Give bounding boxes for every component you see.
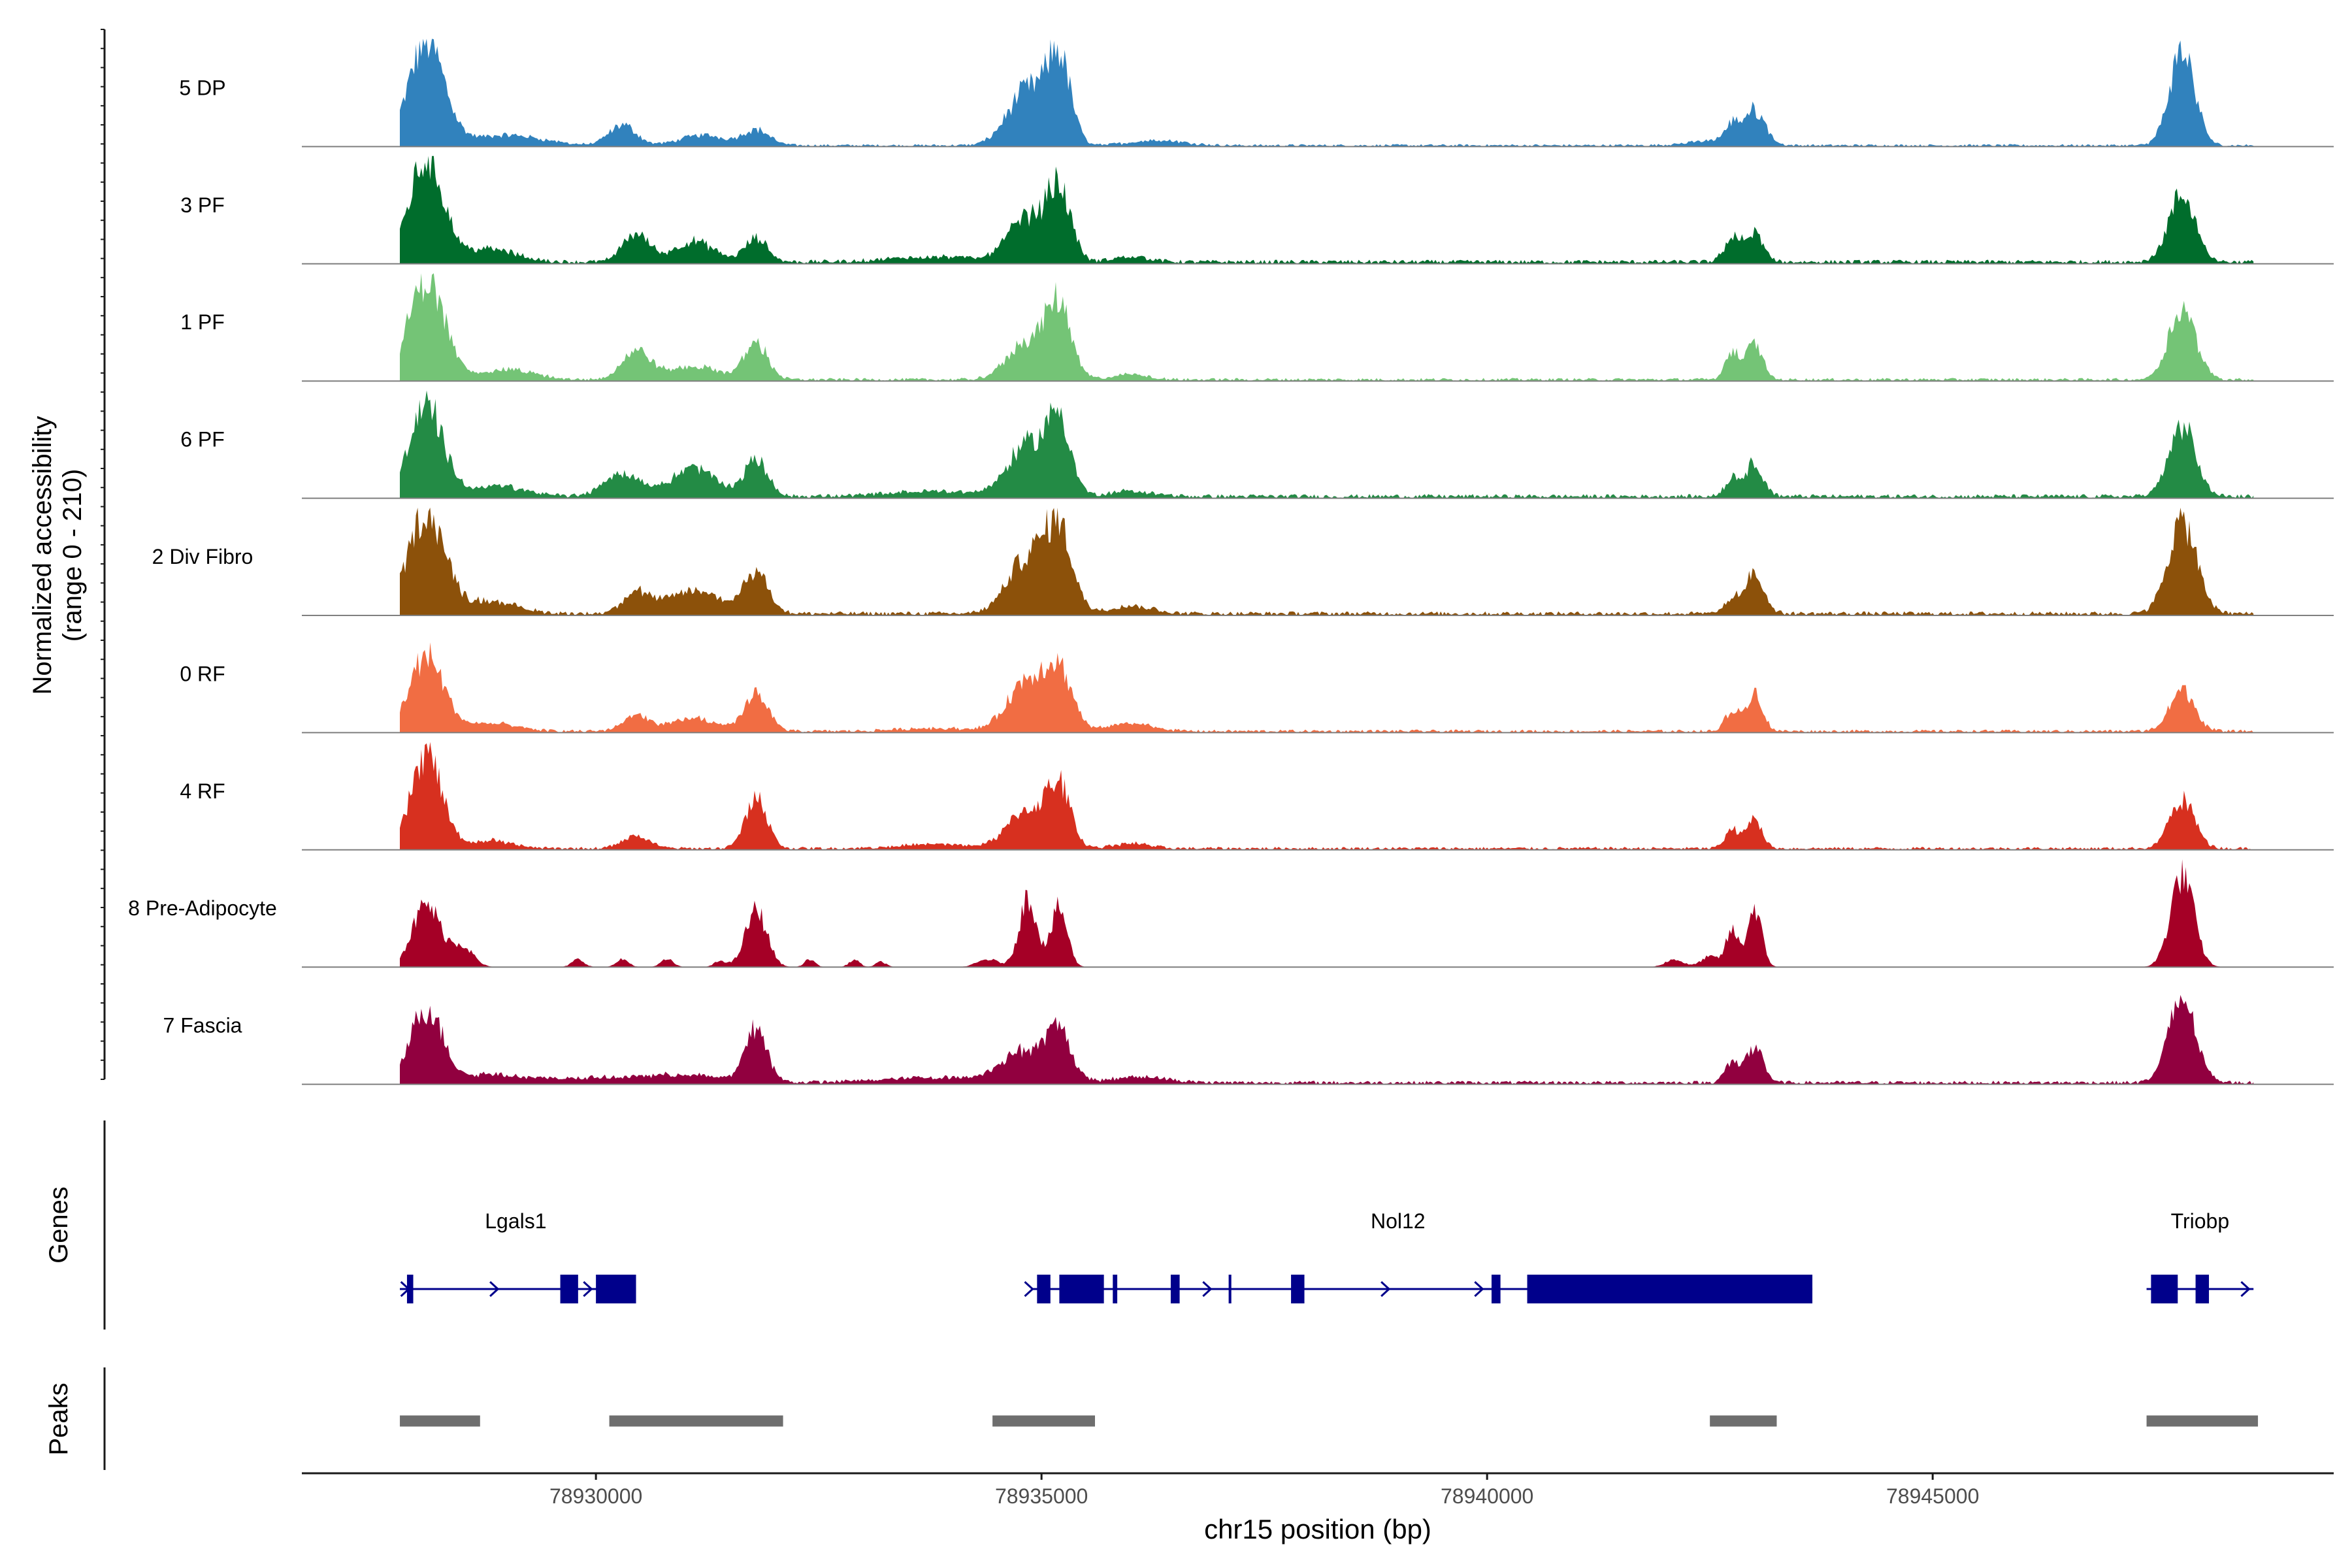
- gene-exon: [560, 1275, 578, 1303]
- gene-exon: [1059, 1275, 1104, 1303]
- peaks-track-label: Peaks: [44, 1382, 73, 1455]
- track-label: 6 PF: [180, 428, 225, 451]
- genes-track-label: Genes: [44, 1186, 73, 1264]
- track-2-div-fibro: 2 Div Fibro: [152, 508, 2334, 616]
- peaks-track: Peaks: [44, 1367, 2259, 1470]
- track-5-dp: 5 DP: [179, 39, 2334, 148]
- strand-arrow: [1024, 1281, 1034, 1298]
- strand-arrow: [400, 1281, 410, 1298]
- x-axis: 78930000 78935000 78940000 78945000 chr15 po…: [302, 1472, 2334, 1544]
- track-6-pf: 6 PF: [180, 390, 2334, 499]
- peak-region: [400, 1415, 480, 1427]
- gene-exon: [1037, 1275, 1051, 1303]
- strand-arrow: [1380, 1281, 1391, 1298]
- gene-exon: [1170, 1275, 1180, 1303]
- coverage-area: [400, 742, 2254, 850]
- coverage-area: [400, 39, 2254, 147]
- gene-label: Nol12: [1371, 1209, 1426, 1233]
- track-label: 4 RF: [180, 779, 225, 803]
- coverage-tracks: 5 DP 3 PF 1 PF 6 PF 2 Div Fibro 0 RF 4 RF 8 Pre…: [28, 29, 2334, 1085]
- peak-region: [992, 1415, 1095, 1427]
- track-label: 3 PF: [180, 193, 225, 217]
- track-8-pre-adipocyte: 8 Pre-Adipocyte: [128, 859, 2334, 968]
- track-0-rf: 0 RF: [180, 642, 2334, 734]
- strand-arrow: [1474, 1281, 1484, 1298]
- track-label: 5 DP: [179, 76, 225, 99]
- strand-arrow: [489, 1281, 500, 1298]
- track-label: 8 Pre-Adipocyte: [128, 896, 277, 920]
- coverage-area: [400, 994, 2254, 1085]
- track-label: 2 Div Fibro: [152, 545, 253, 568]
- gene-annotation-track: Genes Lgals1 Nol12 Triobp: [44, 1120, 2254, 1330]
- coverage-area: [400, 155, 2254, 264]
- gene-exon: [1527, 1275, 1813, 1303]
- peak-region: [1710, 1415, 1777, 1427]
- coverage-area: [400, 390, 2254, 498]
- gene-lgals1: Lgals1: [400, 1209, 636, 1303]
- gene-exon: [1113, 1275, 1118, 1303]
- gene-exon: [1491, 1275, 1501, 1303]
- y-axis-label: Normalized accessibility(range 0 - 210): [28, 416, 87, 695]
- strand-arrow: [2240, 1281, 2251, 1298]
- strand-arrow: [583, 1281, 593, 1298]
- gene-label: Triobp: [2171, 1209, 2230, 1233]
- strand-arrow: [1202, 1281, 1213, 1298]
- gene-exon: [2151, 1275, 2178, 1303]
- track-3-pf: 3 PF: [180, 155, 2334, 265]
- x-tick-label: 78945000: [1886, 1484, 1979, 1508]
- track-label: 1 PF: [180, 310, 225, 334]
- x-tick-label: 78935000: [995, 1484, 1088, 1508]
- peak-region: [609, 1415, 783, 1427]
- track-4-rf: 4 RF: [180, 742, 2334, 851]
- gene-exon: [2195, 1275, 2210, 1303]
- gene-exon: [596, 1275, 636, 1303]
- track-label: 7 Fascia: [163, 1014, 242, 1037]
- gene-exon: [1228, 1275, 1232, 1303]
- coverage-area: [400, 508, 2254, 615]
- x-axis-label: chr15 position (bp): [1204, 1514, 1431, 1544]
- track-7-fascia: 7 Fascia: [163, 994, 2334, 1085]
- gene-nol12: Nol12: [1024, 1209, 1813, 1303]
- gene-exon: [1291, 1275, 1305, 1303]
- gene-triobp: Triobp: [2146, 1209, 2254, 1303]
- x-tick-label: 78940000: [1441, 1484, 1533, 1508]
- track-label: 0 RF: [180, 662, 225, 685]
- coverage-area: [400, 642, 2254, 733]
- x-tick-label: 78930000: [549, 1484, 642, 1508]
- coverage-area: [400, 859, 2254, 968]
- track-1-pf: 1 PF: [180, 273, 2334, 382]
- coverage-area: [400, 273, 2254, 382]
- gene-label: Lgals1: [485, 1209, 546, 1233]
- peak-region: [2146, 1415, 2259, 1427]
